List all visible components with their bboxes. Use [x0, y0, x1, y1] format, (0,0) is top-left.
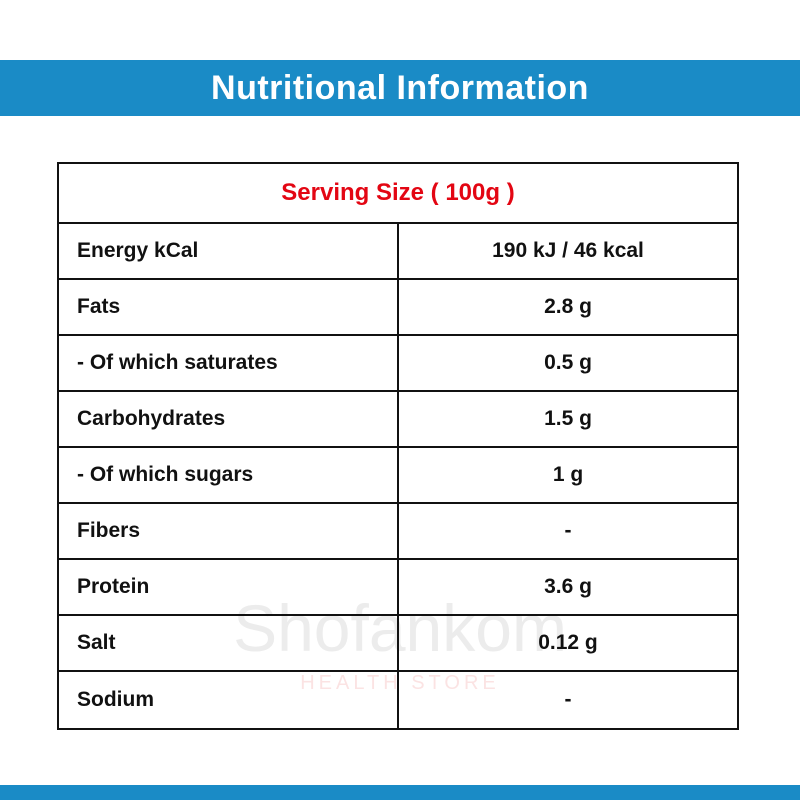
table-row: Energy kCal 190 kJ / 46 kcal: [59, 224, 737, 280]
nutrient-name: - Of which sugars: [59, 448, 399, 502]
table-row: Protein 3.6 g: [59, 560, 737, 616]
table-row: Sodium -: [59, 672, 737, 728]
table-row: - Of which sugars 1 g: [59, 448, 737, 504]
nutrient-name: Energy kCal: [59, 224, 399, 278]
nutrient-name: Fats: [59, 280, 399, 334]
watermark-brand: Shofankom: [233, 591, 567, 665]
nutrient-value: 3.6 g: [544, 575, 592, 598]
title: Nutritional Information: [211, 69, 589, 107]
nutrient-value: 1 g: [552, 463, 584, 486]
nutrient-value: 190 kJ / 46 kcal: [492, 239, 644, 262]
header-bar: [0, 60, 800, 116]
table-row: Carbohydrates 1.5 g: [59, 392, 737, 448]
nutrient-value: 2.8 g: [544, 295, 592, 318]
nutrient-value: -: [564, 519, 572, 542]
table-row: Salt 0.12 g: [59, 616, 737, 672]
nutrient-name: Salt: [59, 616, 399, 670]
nutrient-value: -: [564, 688, 572, 711]
nutrient-name: - Of which saturates: [59, 336, 399, 390]
nutrient-value: 0.12 g: [538, 631, 598, 654]
table-row: Fats 2.8 g: [59, 280, 737, 336]
table-row: Fibers -: [59, 504, 737, 560]
nutrient-name: Sodium: [59, 672, 399, 728]
footer-bar: [0, 785, 800, 800]
table-row: - Of which saturates 0.5 g: [59, 336, 737, 392]
serving-size: Serving Size ( 100g ): [59, 164, 737, 224]
nutrition-table: Serving Size ( 100g ) Energy kCal 190 kJ …: [57, 162, 739, 730]
nutrient-value: 1.5 g: [544, 407, 592, 430]
nutrient-name: Fibers: [59, 504, 399, 558]
nutrient-name: Protein: [59, 560, 399, 614]
nutrient-name: Carbohydrates: [59, 392, 399, 446]
nutrient-value: 0.5 g: [544, 351, 592, 374]
